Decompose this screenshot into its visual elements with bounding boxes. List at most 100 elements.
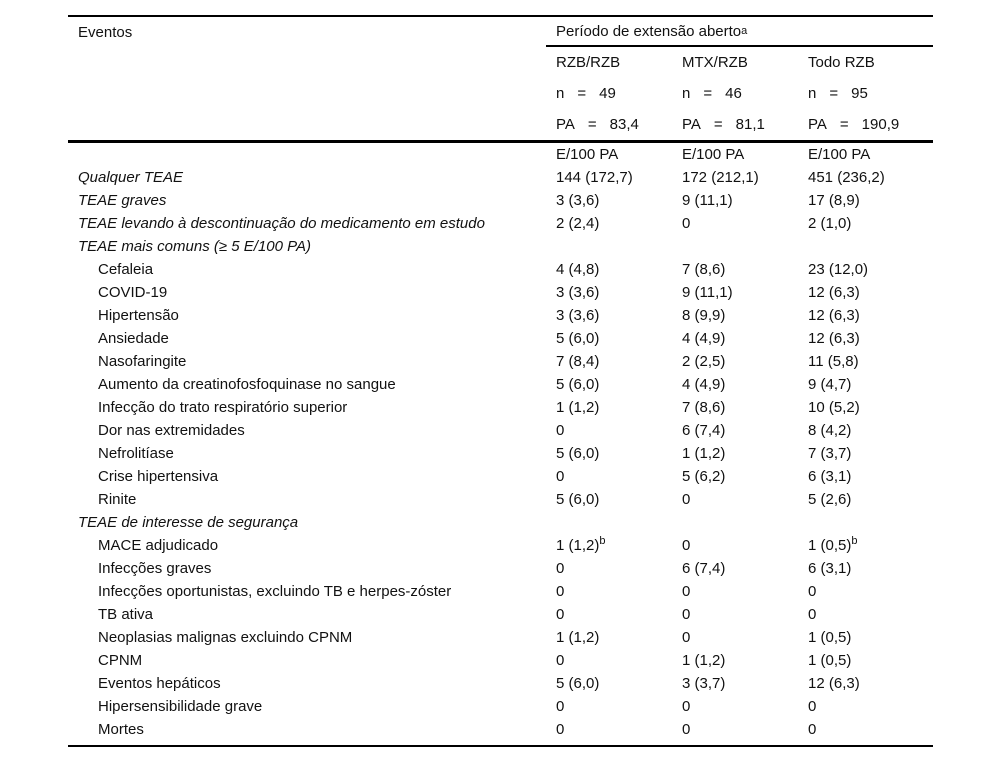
n-stat: n = 95: [808, 85, 868, 102]
row-label: Infecções graves: [98, 560, 212, 577]
equals-sign: =: [703, 85, 713, 102]
table-row: Nasofaringite 7 (8,4) 2 (2,5) 11 (5,8): [68, 350, 933, 373]
row-label: TEAE de interesse de segurança: [78, 514, 299, 531]
period-label: Período de extensão aberto: [556, 22, 742, 40]
row-value: 8 (9,9): [682, 307, 726, 324]
row-label: Aumento da creatinofosfoquinase no sangu…: [98, 376, 396, 393]
pa-label: PA: [556, 116, 575, 133]
row-value: 8 (4,2): [808, 422, 852, 439]
n-cell: n = 95: [798, 78, 933, 109]
table-row: Crise hipertensiva 0 5 (6,2) 6 (3,1): [68, 465, 933, 488]
equals-sign: =: [577, 85, 587, 102]
empty-cell: [68, 47, 546, 78]
row-value: 1 (1,2): [556, 399, 600, 416]
row-label: Infecções oportunistas, excluindo TB e h…: [98, 583, 452, 600]
row-value: 9 (4,7): [808, 376, 852, 393]
pa-value: 81,1: [735, 116, 765, 133]
table-row: Rinite 5 (6,0) 0 5 (2,6): [68, 488, 933, 511]
n-label: n: [682, 85, 691, 102]
row-label: Mortes: [98, 721, 144, 738]
value-footnote-marker: b: [599, 535, 606, 547]
table-header-row-pa: PA = 83,4 PA = 81,1 PA = 190,9: [68, 109, 933, 140]
row-value: 1 (1,2)b: [556, 535, 606, 555]
events-column-header: Eventos: [68, 17, 546, 47]
pa-stat: PA = 81,1: [682, 116, 765, 133]
table-row: TEAE levando à descontinuação do medicam…: [68, 212, 933, 235]
row-value: 5 (6,0): [556, 675, 600, 692]
row-value: 3 (3,6): [556, 307, 600, 324]
row-value: 5 (6,0): [556, 330, 600, 347]
n-value: 95: [851, 85, 868, 102]
unit-cell: E/100 PA: [808, 146, 871, 163]
row-value: 12 (6,3): [808, 307, 860, 324]
n-cell: n = 49: [546, 78, 672, 109]
n-stat: n = 46: [682, 85, 742, 102]
row-label: Dor nas extremidades: [98, 422, 245, 439]
n-cell: n = 46: [672, 78, 798, 109]
table-row: MACE adjudicado 1 (1,2)b 0 1 (0,5)b: [68, 534, 933, 557]
table-row: Qualquer TEAE 144 (172,7) 172 (212,1) 451 (…: [68, 166, 933, 189]
table-row: Infecções graves 0 6 (7,4) 6 (3,1): [68, 557, 933, 580]
row-value: 5 (6,0): [556, 491, 600, 508]
table-row: Dor nas extremidades 0 6 (7,4) 8 (4,2): [68, 419, 933, 442]
row-value: 0: [808, 606, 817, 623]
row-value: 9 (11,1): [682, 284, 733, 301]
row-value: 0: [682, 721, 691, 738]
row-value: 0: [808, 698, 817, 715]
row-value: 0: [556, 422, 565, 439]
table-row: CPNM 0 1 (1,2) 1 (0,5): [68, 649, 933, 672]
table-row: Hipertensão 3 (3,6) 8 (9,9) 12 (6,3): [68, 304, 933, 327]
row-value: 5 (2,6): [808, 491, 852, 508]
row-label: TEAE levando à descontinuação do medicam…: [78, 215, 485, 232]
row-value: 3 (3,6): [556, 192, 600, 209]
row-label: TEAE mais comuns (≥ 5 E/100 PA): [78, 238, 312, 255]
row-value: 144 (172,7): [556, 169, 633, 186]
row-label: Eventos hepáticos: [98, 675, 221, 692]
value-footnote-marker: b: [851, 535, 858, 547]
row-label: CPNM: [98, 652, 143, 669]
table-row: TB ativa 0 0 0: [68, 603, 933, 626]
row-value: 1 (0,5): [808, 629, 852, 646]
row-value: 0: [556, 698, 565, 715]
row-label: Nefrolitíase: [98, 445, 174, 462]
row-label: Infecção do trato respiratório superior: [98, 399, 348, 416]
row-value: 2 (2,5): [682, 353, 726, 370]
n-stat: n = 49: [556, 85, 616, 102]
row-value: 6 (7,4): [682, 422, 726, 439]
units-row: E/100 PA E/100 PA E/100 PA: [68, 143, 933, 166]
pa-value: 190,9: [861, 116, 900, 133]
row-label: Crise hipertensiva: [98, 468, 219, 485]
table-row: COVID-19 3 (3,6) 9 (11,1) 12 (6,3): [68, 281, 933, 304]
equals-sign: =: [587, 116, 597, 133]
row-value: 2 (2,4): [556, 215, 600, 232]
row-value: 5 (6,0): [556, 376, 600, 393]
table-row: Ansiedade 5 (6,0) 4 (4,9) 12 (6,3): [68, 327, 933, 350]
table-row: Aumento da creatinofosfoquinase no sangu…: [68, 373, 933, 396]
row-value: 12 (6,3): [808, 284, 860, 301]
events-label: Eventos: [78, 23, 133, 41]
row-value: 0: [556, 583, 565, 600]
row-label: TB ativa: [98, 606, 154, 623]
row-value: 0: [808, 583, 817, 600]
row-value: 12 (6,3): [808, 675, 860, 692]
table-header-row-1: Eventos Período de extensão aberto a: [68, 17, 933, 47]
equals-sign: =: [713, 116, 723, 133]
row-value: 1 (0,5)b: [808, 535, 858, 555]
row-value: 0: [808, 721, 817, 738]
unit-cell: E/100 PA: [556, 146, 619, 163]
row-label: Neoplasias malignas excluindo CPNM: [98, 629, 353, 646]
n-value: 46: [725, 85, 742, 102]
row-value: 9 (11,1): [682, 192, 733, 209]
table-row: Eventos hepáticos 5 (6,0) 3 (3,7) 12 (6,3): [68, 672, 933, 695]
table-row: TEAE mais comuns (≥ 5 E/100 PA): [68, 235, 933, 258]
empty-cell: [68, 78, 546, 109]
row-value: 6 (7,4): [682, 560, 726, 577]
row-label: Qualquer TEAE: [78, 169, 184, 186]
row-value: 0: [682, 537, 691, 554]
row-value: 1 (1,2): [556, 629, 600, 646]
header-body-divider: [68, 140, 933, 143]
row-value: 7 (8,4): [556, 353, 600, 370]
row-value: 0: [556, 560, 565, 577]
row-value: 1 (1,2): [682, 652, 726, 669]
row-value: 4 (4,8): [556, 261, 600, 278]
